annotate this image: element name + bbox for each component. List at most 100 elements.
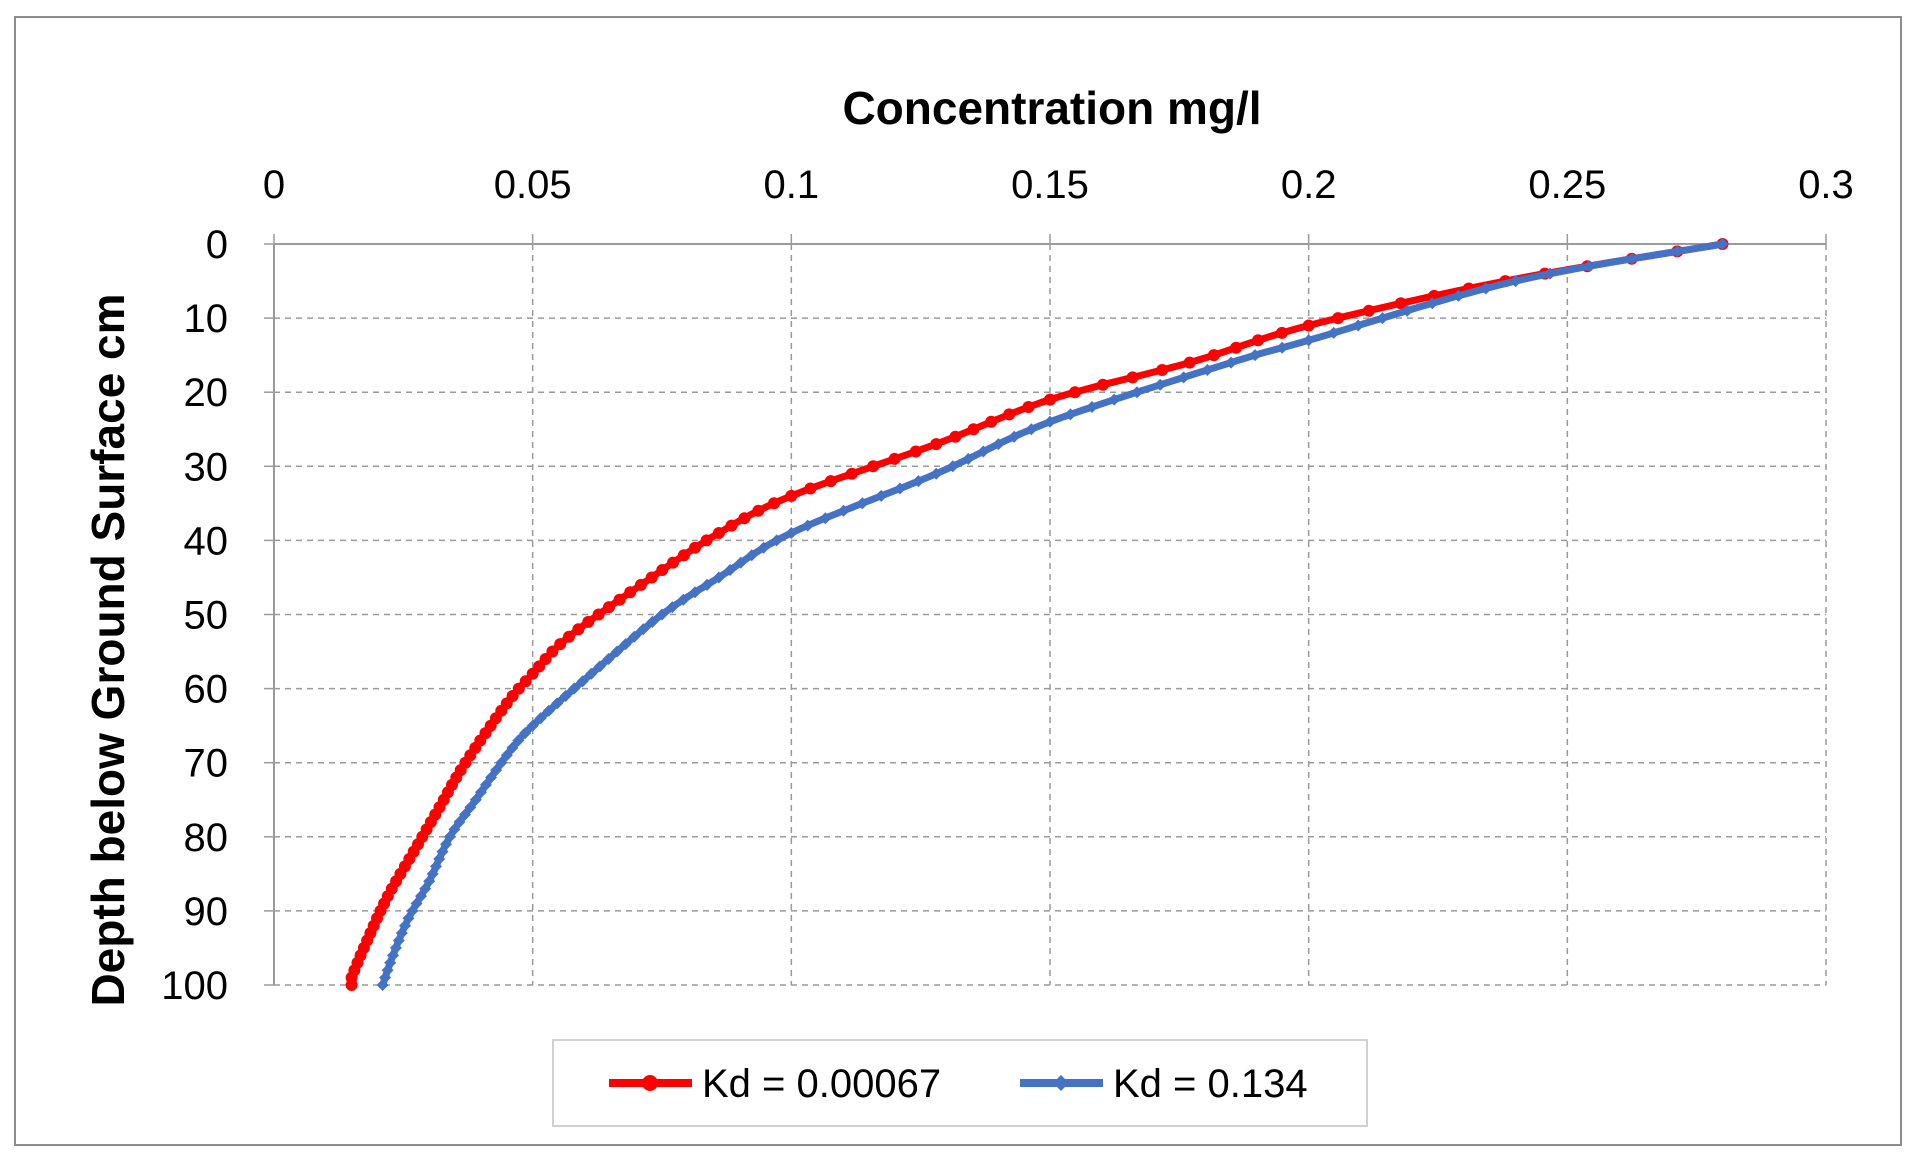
series-0-point-38 [725, 519, 738, 532]
series-0-point-48 [613, 593, 626, 606]
series-0-point-49 [603, 601, 615, 614]
series-1-point-3 [1583, 260, 1596, 273]
series-0-point-19 [1096, 378, 1109, 391]
series-0-point-28 [909, 445, 922, 458]
series-1-point-61 [559, 690, 572, 702]
series-0-point-31 [845, 467, 858, 480]
y-tick-label-30: 30 [184, 445, 229, 489]
y-tick-label-0: 0 [206, 223, 228, 267]
legend-label-red: Kd = 0.00067 [702, 1062, 941, 1106]
series-0-point-50 [592, 608, 605, 621]
y-tick-label-50: 50 [184, 594, 229, 638]
series-1-point-68 [506, 741, 519, 754]
legend-item-kd-0.134[interactable]: Kd = 0.134 [1020, 1062, 1308, 1106]
series-0-point-18 [1126, 371, 1139, 384]
series-0-point-14 [1230, 341, 1243, 354]
series-1-point-21 [1108, 393, 1121, 406]
series-1-point-50 [656, 608, 668, 621]
series-1-point-56 [602, 653, 615, 665]
series-0-point-12 [1275, 326, 1288, 339]
series-0-point-21 [1044, 393, 1056, 406]
series-0-point-15 [1207, 349, 1220, 362]
y-axis-label: Depth below Ground Surface cm [82, 293, 134, 1006]
legend[interactable]: Kd = 0.00067 Kd = 0.134 [552, 1039, 1368, 1127]
series-1-point-37 [819, 512, 832, 525]
series-1-point-67 [512, 734, 525, 747]
series-1-point-22 [1086, 401, 1098, 413]
series-1-point-45 [712, 571, 725, 584]
series-1-point-4 [1544, 267, 1557, 280]
y-tick-label-100: 100 [161, 964, 228, 1008]
series-1-point-40 [770, 534, 783, 547]
y-tick-label-80: 80 [184, 816, 229, 860]
series-1-point-5 [1509, 275, 1522, 288]
series-0-point-8 [1394, 297, 1407, 310]
series-1-point-1 [1671, 245, 1684, 258]
x-tick-label-0.3: 0.3 [1798, 163, 1854, 207]
grid-layer [274, 244, 1827, 986]
series-1-point-39 [785, 527, 798, 539]
series-1-point-47 [689, 586, 701, 599]
series-0-point-45 [645, 571, 658, 584]
series-0-point-35 [768, 497, 780, 510]
series-0-point-32 [824, 475, 837, 488]
series-1-point-23 [1064, 408, 1077, 421]
series-1-point-27 [992, 438, 1005, 451]
series-1-point-34 [875, 489, 888, 502]
series-1-point-30 [946, 460, 959, 473]
series-1-point-42 [745, 549, 758, 562]
series-0-point-37 [738, 512, 751, 525]
series-0-point-34 [785, 489, 798, 502]
series-0-point-46 [634, 578, 647, 591]
series-0-point-51 [582, 615, 595, 628]
series-1-point-76 [464, 801, 477, 814]
series-0-point-24 [985, 415, 998, 428]
series-1-point-69 [500, 749, 513, 762]
series-1-point-35 [856, 497, 869, 510]
series-1-point-77 [458, 808, 471, 821]
series-1-point-55 [611, 645, 624, 658]
series-1-point-58 [585, 667, 598, 680]
x-tick-label-0.25: 0.25 [1528, 163, 1606, 207]
series-0-point-42 [677, 549, 690, 562]
series-markers-0 [345, 238, 1729, 991]
series-0-point-53 [562, 630, 575, 643]
chart-frame [14, 16, 1902, 1146]
series-0-point-41 [689, 541, 701, 554]
x-tick-label-0.1: 0.1 [764, 163, 820, 207]
legend-marker-red [642, 1075, 658, 1091]
series-0-point-11 [1302, 319, 1315, 332]
series-1-point-100 [376, 979, 389, 991]
series-0-point-10 [1332, 312, 1345, 325]
series-0-point-22 [1022, 401, 1035, 413]
y-tick-label-70: 70 [184, 742, 229, 786]
series-1-point-59 [576, 675, 589, 688]
series-1-point-9 [1401, 304, 1414, 317]
series-layer [345, 238, 1729, 991]
series-1-point-0 [1716, 238, 1729, 250]
series-1-point-16 [1225, 356, 1238, 369]
series-0-point-20 [1069, 386, 1081, 399]
series-0-point-16 [1183, 356, 1196, 369]
y-tick-label-10: 10 [184, 297, 229, 341]
y-tick-label-90: 90 [184, 890, 229, 934]
series-1-point-36 [837, 504, 850, 517]
series-0-point-52 [572, 623, 585, 636]
y-tick-label-60: 60 [184, 668, 229, 712]
series-0-point-29 [888, 452, 901, 465]
legend-item-kd-0.00067[interactable]: Kd = 0.00067 [609, 1062, 941, 1106]
series-1-point-52 [637, 623, 650, 636]
series-0-point-44 [656, 564, 669, 576]
series-1-point-63 [542, 704, 555, 717]
series-1-point-72 [485, 771, 497, 784]
series-1-point-75 [469, 793, 482, 806]
series-1-point-51 [646, 615, 659, 628]
legend-label-blue: Kd = 0.134 [1113, 1062, 1308, 1106]
series-1-point-2 [1626, 252, 1638, 265]
series-1-point-44 [724, 564, 737, 576]
series-1-point-31 [930, 467, 943, 480]
series-1-point-46 [701, 578, 713, 591]
series-1-point-13 [1302, 334, 1315, 347]
series-1-point-18 [1177, 371, 1190, 384]
y-tick-label-20: 20 [184, 371, 229, 415]
